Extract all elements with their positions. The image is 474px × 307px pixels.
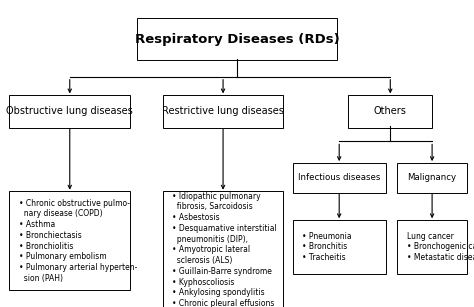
Text: • Pneumonia
• Bronchitis
• Tracheitis: • Pneumonia • Bronchitis • Tracheitis bbox=[302, 231, 352, 262]
Text: • Chronic obstructive pulmo-
  nary disease (COPD)
• Asthma
• Bronchiectasis
• B: • Chronic obstructive pulmo- nary diseas… bbox=[18, 199, 137, 283]
FancyBboxPatch shape bbox=[163, 95, 283, 128]
Text: Lung cancer
• Bronchogenic carcinoma
• Metastatic disease: Lung cancer • Bronchogenic carcinoma • M… bbox=[407, 231, 474, 262]
Text: Respiratory Diseases (RDs): Respiratory Diseases (RDs) bbox=[135, 33, 339, 46]
Text: Infectious diseases: Infectious diseases bbox=[298, 173, 380, 182]
FancyBboxPatch shape bbox=[293, 220, 386, 274]
Text: Restrictive lung diseases: Restrictive lung diseases bbox=[162, 107, 284, 116]
FancyBboxPatch shape bbox=[348, 95, 432, 128]
Text: • Idiopathic pulmonary
  fibrosis, Sarcoidosis
• Asbestosis
• Desquamative inter: • Idiopathic pulmonary fibrosis, Sarcoid… bbox=[172, 192, 277, 307]
FancyBboxPatch shape bbox=[137, 18, 337, 60]
FancyBboxPatch shape bbox=[293, 162, 386, 192]
Text: Malignancy: Malignancy bbox=[408, 173, 456, 182]
FancyBboxPatch shape bbox=[9, 95, 130, 128]
FancyBboxPatch shape bbox=[163, 191, 283, 307]
FancyBboxPatch shape bbox=[9, 191, 130, 290]
FancyBboxPatch shape bbox=[397, 220, 467, 274]
FancyBboxPatch shape bbox=[397, 162, 467, 192]
Text: Obstructive lung diseases: Obstructive lung diseases bbox=[6, 107, 133, 116]
Text: Others: Others bbox=[374, 107, 407, 116]
